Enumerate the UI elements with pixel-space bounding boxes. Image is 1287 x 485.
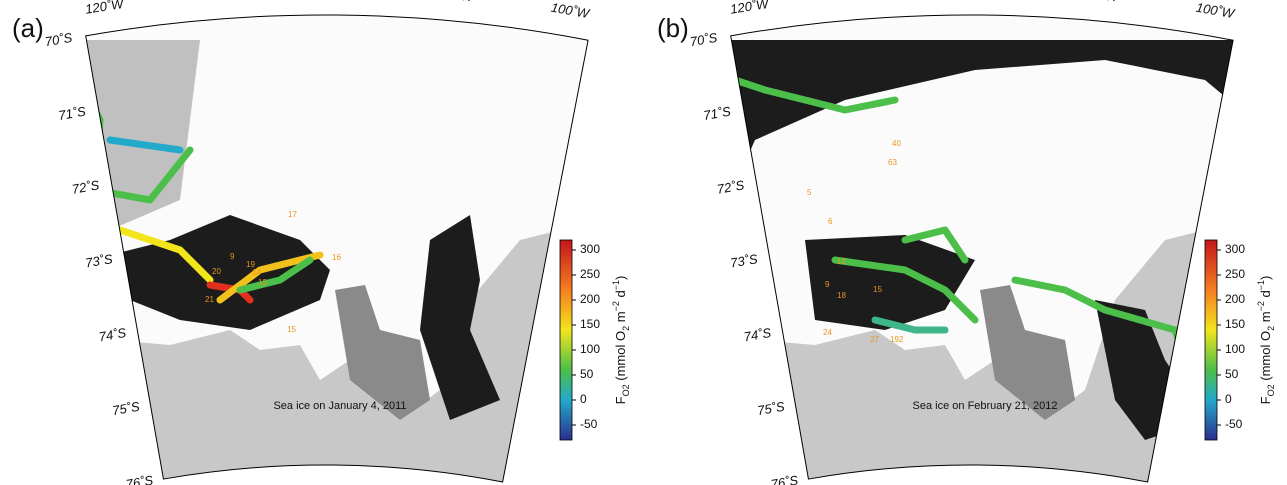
colorbar-tick-label: 100 — [1225, 342, 1245, 356]
map-body — [0, 15, 620, 485]
caption: Sea ice on January 4, 2011 — [273, 400, 406, 412]
station-label: 12 — [837, 257, 846, 266]
colorbar-label-part: −1 — [611, 280, 621, 290]
colorbar-label-part: m — [613, 311, 628, 325]
colorbar-label: FO2 (mmol O2 m−2 d−1) — [1256, 276, 1276, 405]
longitude-label: 120˚W — [729, 0, 771, 17]
colorbar-tick-label: 300 — [580, 242, 600, 256]
latitude-label: 72˚S — [716, 177, 746, 197]
caption: Sea ice on February 21, 2012 — [913, 400, 1058, 412]
station-label: 9 — [230, 252, 235, 261]
colorbar-label-part: O2 — [1266, 384, 1276, 396]
colorbar-tick-label: 200 — [1225, 292, 1245, 306]
colorbar-tick-label: 300 — [1225, 242, 1245, 256]
station-label: 21 — [205, 295, 214, 304]
latitude-label: 74˚S — [743, 325, 773, 345]
station-label: 5 — [807, 188, 812, 197]
colorbar-tick-label: 0 — [1225, 392, 1232, 406]
colorbar-label-part: ) — [613, 276, 628, 280]
longitude-label: 115˚W — [846, 0, 886, 2]
colorbar-label-part: ) — [1258, 276, 1273, 280]
latitude-label: 71˚S — [702, 104, 732, 124]
station-label: 192 — [890, 335, 904, 344]
colorbar-tick-label: 50 — [1225, 367, 1239, 381]
map-panel: 4063561291815272419232120˚W115˚W110˚W105… — [645, 0, 1285, 485]
colorbar-label-part: d — [1258, 290, 1273, 301]
station-label: 18 — [837, 291, 846, 300]
colorbar-tick-label: 150 — [580, 317, 600, 331]
longitude-label: 100˚W — [1195, 0, 1237, 21]
latitude-label: 70˚S — [689, 30, 719, 50]
latitude-label: 73˚S — [729, 251, 759, 271]
colorbar-tick-label: -50 — [1225, 417, 1243, 431]
station-label: 16 — [332, 253, 341, 262]
latitude-label: 76˚S — [125, 472, 155, 485]
station-label: 27 — [870, 335, 879, 344]
latitude-label: 74˚S — [98, 325, 128, 345]
station-label: 24 — [823, 328, 832, 337]
latitude-label: 76˚S — [770, 472, 800, 485]
colorbar-label-part: −1 — [1256, 280, 1266, 290]
figure: 17162091914132115120˚W115˚W110˚W105˚W100… — [0, 0, 1287, 485]
colorbar-label-part: (mmol O — [1258, 331, 1273, 384]
colorbar-label: FO2 (mmol O2 m−2 d−1) — [611, 276, 631, 405]
colorbar-label-part: F — [1258, 396, 1273, 404]
station-label: 13 — [258, 278, 267, 287]
latitude-label: 71˚S — [57, 104, 87, 124]
colorbar-tick-label: 50 — [580, 367, 594, 381]
longitude-label: 105˚W — [1079, 0, 1120, 4]
colorbar-tick-label: 150 — [1225, 317, 1245, 331]
panel-label: (a) — [12, 13, 44, 43]
station-label: 15 — [873, 285, 882, 294]
colorbar-label-part: O2 — [621, 384, 631, 396]
latitude-label: 73˚S — [84, 251, 114, 271]
station-label: 14 — [252, 268, 261, 277]
colorbar — [560, 240, 572, 440]
colorbar-tick-label: 0 — [580, 392, 587, 406]
latitude-label: 75˚S — [111, 399, 141, 419]
colorbar-tick-label: 250 — [1225, 267, 1245, 281]
latitude-label: 75˚S — [756, 399, 786, 419]
longitude-label: 115˚W — [201, 0, 241, 2]
colorbar-label-part: −2 — [1256, 301, 1266, 311]
station-label: 6 — [828, 217, 833, 226]
latitude-label: 72˚S — [71, 177, 101, 197]
colorbar-label-part: −2 — [611, 301, 621, 311]
station-label: 17 — [288, 210, 297, 219]
station-label: 15 — [287, 325, 296, 334]
colorbar-label-part: d — [613, 290, 628, 301]
longitude-label: 105˚W — [434, 0, 475, 4]
station-label: 9 — [825, 280, 830, 289]
longitude-label: 100˚W — [550, 0, 592, 21]
colorbar-tick-label: -50 — [580, 417, 598, 431]
station-label: 20 — [212, 267, 221, 276]
colorbar-label-part: m — [1258, 311, 1273, 325]
colorbar-tick-label: 100 — [580, 342, 600, 356]
colorbar-label-part: (mmol O — [613, 331, 628, 384]
colorbar-label-part: F — [613, 396, 628, 404]
colorbar — [1205, 240, 1217, 440]
latitude-label: 70˚S — [44, 30, 74, 50]
station-label: 63 — [888, 158, 897, 167]
station-label: 40 — [892, 139, 901, 148]
map-body — [645, 15, 1285, 485]
colorbar-tick-label: 250 — [580, 267, 600, 281]
panel-label: (b) — [657, 13, 689, 43]
longitude-label: 120˚W — [84, 0, 126, 17]
colorbar-tick-label: 200 — [580, 292, 600, 306]
